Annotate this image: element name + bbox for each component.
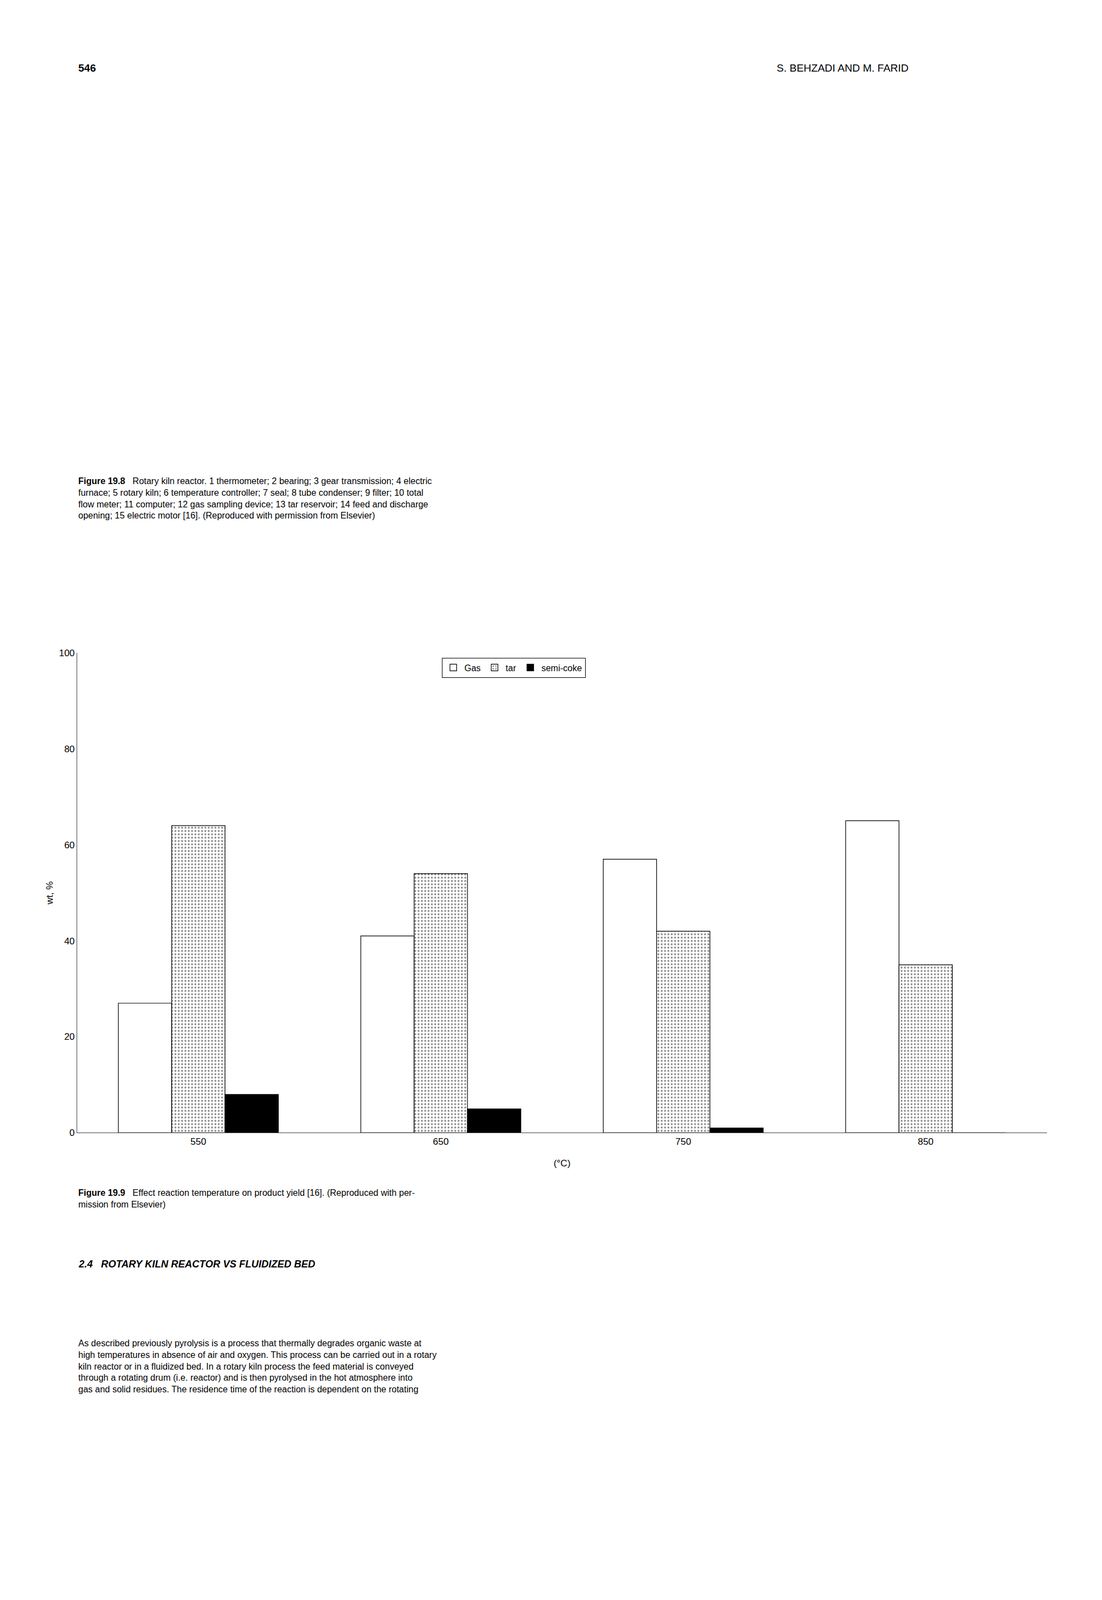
svg-text:40: 40	[64, 936, 75, 947]
svg-text:80: 80	[64, 743, 75, 755]
svg-text:S. BEHZADI AND M. FARID: S. BEHZADI AND M. FARID	[776, 62, 909, 74]
svg-text:750: 750	[675, 1136, 692, 1147]
svg-text:550: 550	[190, 1136, 206, 1147]
svg-text:850: 850	[917, 1136, 934, 1147]
svg-text:20: 20	[64, 1031, 75, 1043]
svg-text:0: 0	[69, 1127, 75, 1139]
svg-text:Gas: Gas	[464, 663, 481, 673]
svg-text:650: 650	[433, 1136, 449, 1147]
svg-text:wt, %: wt, %	[44, 881, 55, 905]
svg-text:100: 100	[58, 647, 75, 659]
svg-text:(°C): (°C)	[553, 1158, 571, 1169]
svg-text:Figure 19.8 Rotary kiln reac: Figure 19.8 Rotary kiln reactor. 1 therm…	[78, 476, 432, 521]
svg-text:2.4 ROTARY KILN REACTOR VS F: 2.4 ROTARY KILN REACTOR VS FLUIDIZED BED	[78, 1258, 316, 1270]
svg-text:semi-coke: semi-coke	[541, 663, 582, 673]
svg-text:546: 546	[78, 62, 97, 74]
svg-text:Figure 19.9 Effect reaction: Figure 19.9 Effect reaction temperature …	[78, 1188, 415, 1210]
svg-text:tar: tar	[505, 663, 517, 673]
svg-text:As described previously pyroly: As described previously pyrolysis is a p…	[78, 1338, 437, 1395]
svg-text:60: 60	[64, 839, 75, 851]
